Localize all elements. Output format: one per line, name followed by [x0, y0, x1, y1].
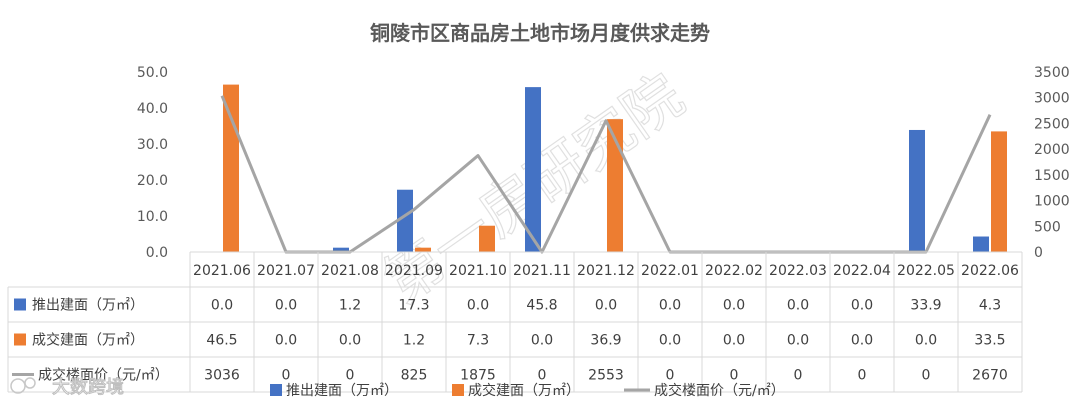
table-cell: 45.8 — [526, 298, 557, 314]
x-tick-label: 2021.12 — [577, 263, 635, 279]
logo-icon-dot — [24, 377, 36, 389]
y-left-tick-label: 0.0 — [146, 245, 168, 261]
bar-supply — [909, 129, 925, 252]
table-cell: 17.3 — [398, 298, 429, 314]
chart-title: 铜陵市区商品房土地市场月度供求走势 — [370, 21, 710, 45]
x-tick-label: 2022.01 — [641, 263, 699, 279]
table-cell: 0.0 — [723, 298, 745, 314]
bar-supply — [397, 189, 413, 252]
row-legend-swatch — [14, 333, 26, 346]
y-left-tick-label: 10.0 — [137, 209, 168, 225]
y-left-tick-label: 50.0 — [137, 65, 168, 81]
table-cell: 36.9 — [590, 333, 621, 349]
table-cell: 0 — [282, 368, 291, 384]
row-label: 成交楼面价（元/㎡） — [38, 367, 169, 384]
table-cell: 1.2 — [339, 298, 361, 314]
x-tick-label: 2021.07 — [257, 263, 315, 279]
row-label: 成交建面（万㎡） — [32, 332, 144, 349]
table-cell: 0 — [666, 368, 675, 384]
bar-deal — [415, 247, 431, 252]
legend-swatch — [452, 384, 464, 396]
table-cell: 0.0 — [787, 298, 809, 314]
x-tick-label: 2021.08 — [321, 263, 379, 279]
table-cell: 0 — [858, 368, 867, 384]
table-cell: 0.0 — [659, 333, 681, 349]
table-cell: 0.0 — [275, 298, 297, 314]
x-tick-label: 2021.09 — [385, 263, 443, 279]
y-right-tick-label: 1000 — [1034, 194, 1070, 210]
bar-deal — [223, 84, 239, 252]
row-label: 推出建面（万㎡） — [32, 298, 144, 314]
logo-text: 大数跨境 — [52, 377, 124, 398]
x-tick-label: 2022.06 — [961, 263, 1019, 279]
table-cell: 46.5 — [206, 333, 237, 349]
table-cell: 0.0 — [595, 298, 617, 314]
y-right-tick-label: 0 — [1034, 245, 1043, 261]
legend-label: 成交建面（万㎡） — [468, 382, 580, 399]
table-cell: 0.0 — [211, 298, 233, 314]
table-cell: 33.5 — [974, 333, 1005, 349]
legend-swatch — [270, 384, 282, 396]
x-tick-label: 2021.06 — [193, 263, 251, 279]
bar-supply — [333, 247, 349, 252]
x-tick-label: 2022.04 — [833, 263, 891, 279]
table-cell: 0 — [538, 368, 547, 384]
table-cell: 0.0 — [531, 333, 553, 349]
table-cell: 1.2 — [403, 333, 425, 349]
y-left-tick-label: 40.0 — [137, 101, 168, 117]
x-tick-label: 2022.05 — [897, 263, 955, 279]
table-cell: 3036 — [204, 368, 240, 384]
y-left-tick-label: 20.0 — [137, 173, 168, 189]
y-right-tick-label: 2000 — [1034, 142, 1070, 158]
table-cell: 0 — [794, 368, 803, 384]
table-cell: 0.0 — [915, 333, 937, 349]
legend: 推出建面（万㎡） 成交建面（万㎡） 成交楼面价（元/㎡） — [270, 382, 785, 399]
bar-deal — [991, 131, 1007, 252]
bars — [223, 84, 1007, 253]
axes: 0.0 10.0 20.0 30.0 40.0 50.0 0 500 1000 1500 2000 2… — [137, 65, 1070, 261]
table-cell: 0.0 — [467, 298, 489, 314]
x-tick-label: 2021.10 — [449, 263, 507, 279]
y-right-tick-label: 3500 — [1034, 65, 1070, 81]
bar-deal — [479, 225, 495, 252]
x-tick-label: 2022.03 — [769, 263, 827, 279]
table-cell: 2553 — [588, 368, 624, 384]
x-tick-label: 2021.11 — [513, 263, 571, 279]
legend-label: 成交楼面价（元/㎡） — [654, 382, 785, 399]
table-cell: 0.0 — [723, 333, 745, 349]
table-cell: 0 — [922, 368, 931, 384]
table-cell: 0 — [346, 368, 355, 384]
table-cell: 0.0 — [851, 298, 873, 314]
y-left-tick-label: 30.0 — [137, 137, 168, 153]
table-cell: 1875 — [460, 368, 496, 384]
legend-label: 推出建面（万㎡） — [286, 383, 398, 399]
y-right-tick-label: 500 — [1034, 219, 1061, 235]
table-cell: 0.0 — [339, 333, 361, 349]
table-cell: 0.0 — [659, 298, 681, 314]
x-tick-label: 2022.02 — [705, 263, 763, 279]
table-cell: 825 — [401, 368, 428, 384]
row-legend-swatch — [14, 298, 26, 311]
table-cell: 0.0 — [787, 333, 809, 349]
table-cell: 2670 — [972, 368, 1008, 384]
y-right-tick-label: 3000 — [1034, 91, 1070, 107]
table-cell: 0.0 — [851, 333, 873, 349]
logo: 大数跨境 — [10, 377, 125, 399]
table-cell: 7.3 — [467, 333, 489, 349]
table-cell: 0 — [730, 368, 739, 384]
bar-supply — [973, 236, 989, 252]
y-right-tick-label: 1500 — [1034, 168, 1070, 184]
table-cell: 4.3 — [979, 298, 1001, 314]
data-table: 2021.06 2021.07 2021.08 2021.09 2021.10 2021.… — [7, 251, 1023, 393]
table-cell: 0.0 — [275, 333, 297, 349]
bar-deal — [607, 119, 623, 252]
table-cell: 33.9 — [910, 298, 941, 314]
logo-icon — [10, 378, 26, 394]
y-right-tick-label: 2500 — [1034, 116, 1070, 132]
bar-supply — [525, 87, 541, 253]
